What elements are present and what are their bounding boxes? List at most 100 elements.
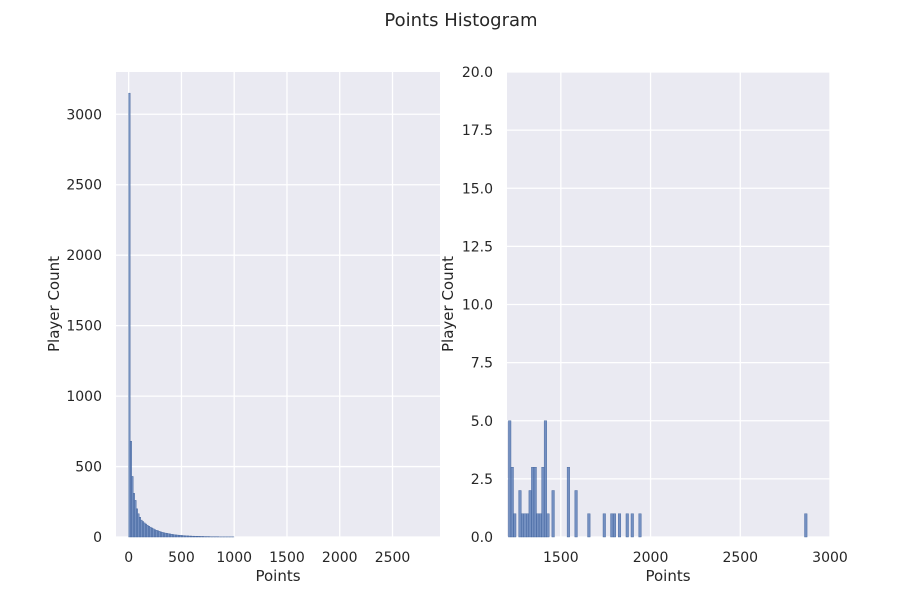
right-x-axis-label: Points bbox=[645, 567, 690, 585]
left-x-tick-label: 500 bbox=[168, 550, 195, 566]
left-histogram-bar bbox=[173, 534, 176, 538]
left-histogram-bar bbox=[179, 535, 182, 538]
right-y-tick-label: 10.0 bbox=[462, 298, 493, 314]
right-histogram-bar bbox=[538, 513, 542, 538]
left-histogram-bar bbox=[182, 535, 185, 538]
left-y-tick-label: 2500 bbox=[66, 178, 102, 194]
left-gridlines bbox=[116, 72, 440, 538]
left-histogram-bar bbox=[199, 536, 202, 538]
left-histogram-bar bbox=[158, 531, 161, 538]
right-histogram-bar bbox=[528, 490, 532, 538]
left-histogram-bar bbox=[141, 521, 144, 538]
right-histogram: 1500 2000 2500 3000 0.0 2.5 5.0 7.5 10.0 12.5 15.… bbox=[439, 65, 848, 585]
right-histogram-bar bbox=[638, 513, 642, 538]
left-histogram-bar bbox=[190, 535, 193, 538]
right-histogram-bar bbox=[513, 513, 517, 538]
right-gridlines bbox=[507, 71, 831, 538]
left-histogram-bar bbox=[128, 92, 131, 538]
right-y-tick-label: 0.0 bbox=[471, 530, 493, 546]
left-y-tick-label: 1500 bbox=[66, 319, 102, 335]
left-histogram-bar bbox=[176, 534, 179, 538]
left-histogram-bar bbox=[185, 535, 188, 538]
right-histogram-bar bbox=[613, 513, 616, 538]
left-histogram-bar bbox=[138, 517, 141, 538]
right-y-tick-label: 15.0 bbox=[462, 181, 493, 197]
left-histogram-bar bbox=[197, 536, 200, 538]
right-x-ticks: 1500 2000 2500 3000 bbox=[543, 550, 848, 566]
left-histogram-bar bbox=[135, 508, 138, 538]
left-histogram-bar bbox=[202, 536, 205, 538]
left-histogram-bar bbox=[191, 535, 194, 538]
left-histogram-bar bbox=[187, 535, 190, 538]
right-y-ticks: 0.0 2.5 5.0 7.5 10.0 12.5 15.0 17.5 20.0 bbox=[462, 65, 493, 546]
left-x-tick-label: 2000 bbox=[322, 550, 358, 566]
left-histogram-bar bbox=[166, 533, 168, 538]
right-y-tick-label: 20.0 bbox=[462, 65, 493, 81]
right-histogram-bar bbox=[602, 513, 606, 538]
left-histogram-bar bbox=[132, 493, 135, 538]
right-y-tick-label: 17.5 bbox=[462, 123, 493, 139]
right-histogram-bar bbox=[541, 467, 545, 538]
left-histogram-bar bbox=[143, 522, 146, 538]
right-histogram-bar bbox=[543, 420, 547, 538]
right-y-tick-label: 12.5 bbox=[462, 239, 493, 255]
right-histogram-bar bbox=[618, 513, 622, 538]
left-histogram-bar bbox=[155, 530, 158, 538]
left-x-tick-label: 1000 bbox=[216, 550, 252, 566]
left-y-tick-label: 0 bbox=[93, 530, 102, 546]
left-histogram-bar bbox=[151, 527, 153, 538]
left-histogram-bar bbox=[148, 526, 150, 538]
left-y-tick-label: 2000 bbox=[66, 248, 102, 264]
right-histogram-bar bbox=[574, 490, 578, 538]
right-histogram-bar bbox=[508, 420, 512, 538]
right-histogram-bar bbox=[518, 490, 522, 538]
right-histogram-bar bbox=[510, 467, 514, 538]
left-histogram-bar bbox=[196, 536, 199, 538]
left-y-axis-label: Player Count bbox=[45, 256, 63, 352]
left-histogram-bar bbox=[129, 440, 132, 538]
right-histogram-bar bbox=[523, 513, 527, 538]
left-histogram-bar bbox=[160, 531, 162, 538]
left-histogram-bar bbox=[146, 524, 149, 538]
right-y-tick-label: 5.0 bbox=[471, 414, 493, 430]
left-histogram-bar bbox=[172, 534, 174, 538]
right-histogram-bar bbox=[546, 513, 550, 538]
right-x-tick-label: 2500 bbox=[722, 550, 758, 566]
left-x-axis-label: Points bbox=[255, 567, 300, 585]
right-histogram-bar bbox=[533, 467, 537, 538]
left-histogram-bar bbox=[131, 476, 134, 538]
left-plot-area bbox=[116, 72, 440, 537]
right-histogram-bar bbox=[587, 513, 591, 538]
left-histogram-bar bbox=[181, 535, 184, 538]
left-histogram-bar bbox=[170, 533, 173, 538]
right-histogram-bar bbox=[536, 513, 540, 538]
right-histogram-bar bbox=[520, 513, 524, 538]
right-histogram-bar bbox=[566, 467, 570, 538]
right-y-tick-label: 2.5 bbox=[471, 472, 493, 488]
left-histogram-bar bbox=[194, 536, 197, 538]
right-histogram-bar bbox=[551, 490, 555, 538]
left-histogram-bar bbox=[184, 535, 187, 538]
left-histogram-bar bbox=[175, 534, 177, 538]
left-histogram-bar bbox=[167, 533, 170, 538]
left-x-tick-label: 1500 bbox=[269, 550, 305, 566]
right-histogram-bar bbox=[526, 513, 529, 538]
left-histogram-bar bbox=[137, 513, 140, 538]
left-histogram-bar bbox=[145, 523, 147, 538]
left-histogram-bar bbox=[200, 536, 203, 538]
left-histogram-bar bbox=[140, 519, 143, 538]
left-x-tick-label: 2500 bbox=[375, 550, 411, 566]
left-histogram: 0 500 1000 1500 2000 2500 0 500 1000 1500 2000 250… bbox=[45, 72, 440, 585]
right-y-axis-label: Player Count bbox=[439, 256, 457, 352]
right-histogram-bar bbox=[625, 513, 629, 538]
right-x-tick-label: 1500 bbox=[543, 550, 579, 566]
left-y-tick-label: 3000 bbox=[66, 107, 102, 123]
figure-title: Points Histogram bbox=[384, 10, 537, 31]
left-histogram-bar bbox=[157, 530, 159, 538]
left-histogram-bar bbox=[152, 528, 155, 538]
left-y-ticks: 0 500 1000 1500 2000 2500 3000 bbox=[66, 107, 102, 546]
left-histogram-bar bbox=[163, 532, 165, 538]
left-histogram-bar bbox=[178, 534, 180, 538]
left-histogram-bar bbox=[169, 533, 171, 538]
